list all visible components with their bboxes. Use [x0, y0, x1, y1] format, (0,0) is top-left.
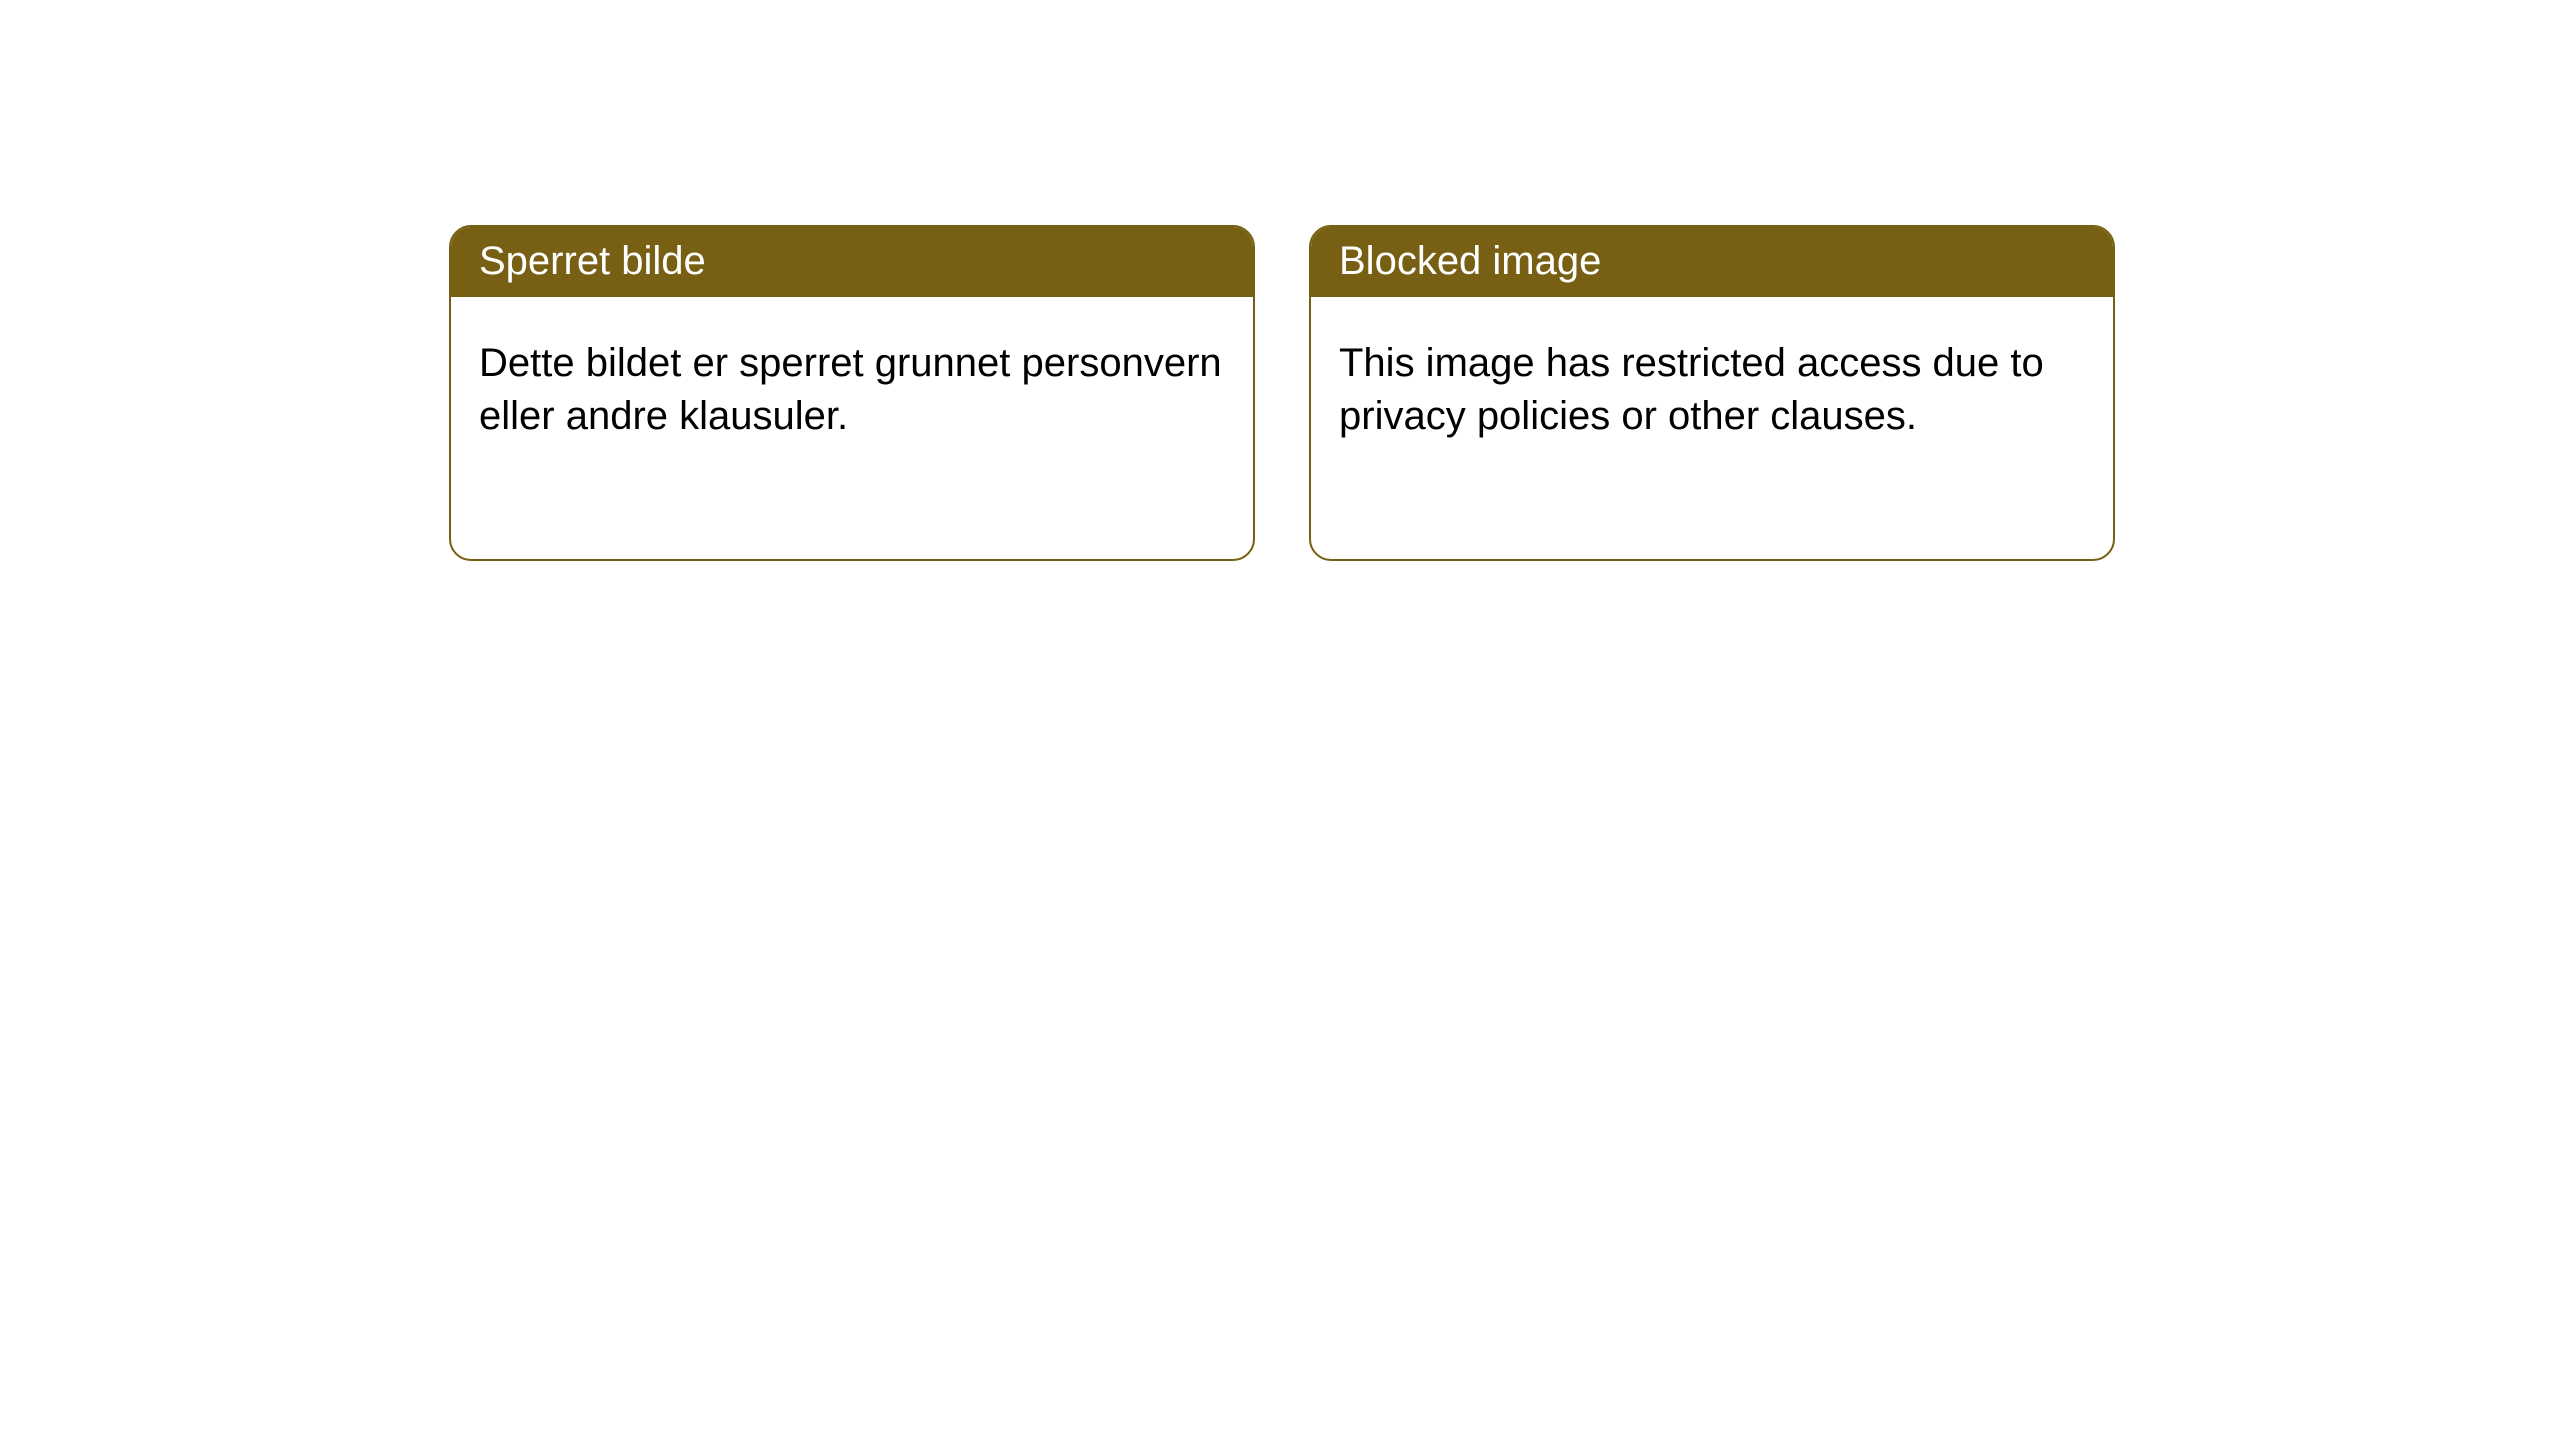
card-norwegian: Sperret bilde Dette bildet er sperret gr… [449, 225, 1255, 561]
card-header-english: Blocked image [1311, 227, 2113, 297]
card-english: Blocked image This image has restricted … [1309, 225, 2115, 561]
cards-container: Sperret bilde Dette bildet er sperret gr… [449, 225, 2560, 561]
card-body-english: This image has restricted access due to … [1311, 297, 2113, 471]
card-header-norwegian: Sperret bilde [451, 227, 1253, 297]
card-body-norwegian: Dette bildet er sperret grunnet personve… [451, 297, 1253, 471]
